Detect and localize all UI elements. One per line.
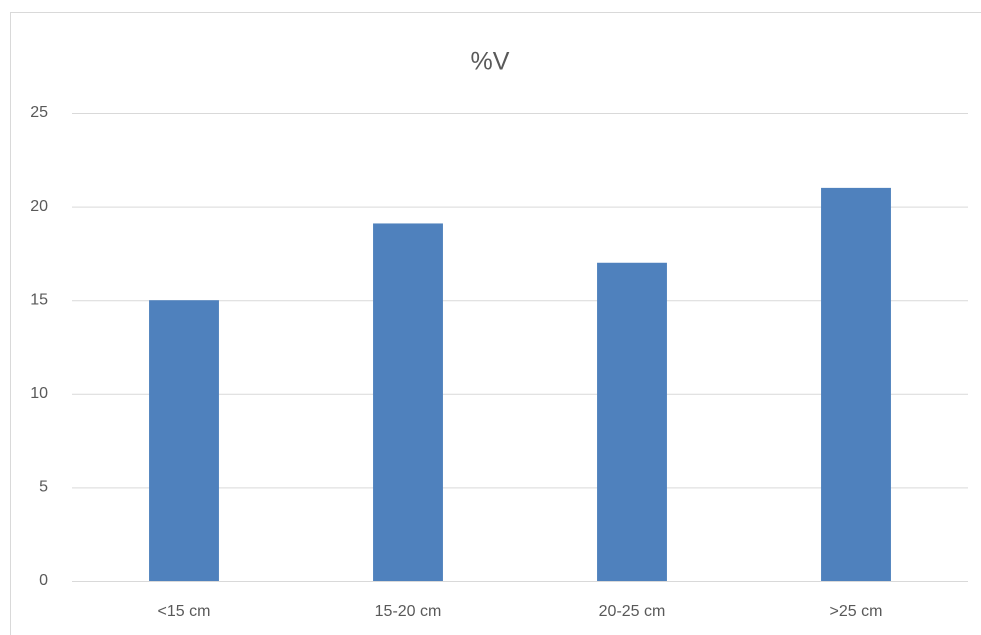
y-tick-label: 25 <box>30 104 48 121</box>
y-tick-label: 20 <box>30 198 48 215</box>
y-tick-label: 10 <box>30 385 48 402</box>
bar <box>373 223 443 581</box>
y-tick-label: 0 <box>39 572 48 589</box>
y-tick-label: 15 <box>30 291 48 308</box>
x-tick-label: 15-20 cm <box>375 603 442 620</box>
chart-title: %V <box>471 48 510 76</box>
bar <box>821 187 891 581</box>
x-tick-label: 20-25 cm <box>599 603 666 620</box>
bar <box>149 300 219 581</box>
x-tick-label: <15 cm <box>158 603 211 620</box>
bar <box>597 262 667 581</box>
y-tick-label: 5 <box>39 479 48 496</box>
x-tick-label: >25 cm <box>830 603 883 620</box>
